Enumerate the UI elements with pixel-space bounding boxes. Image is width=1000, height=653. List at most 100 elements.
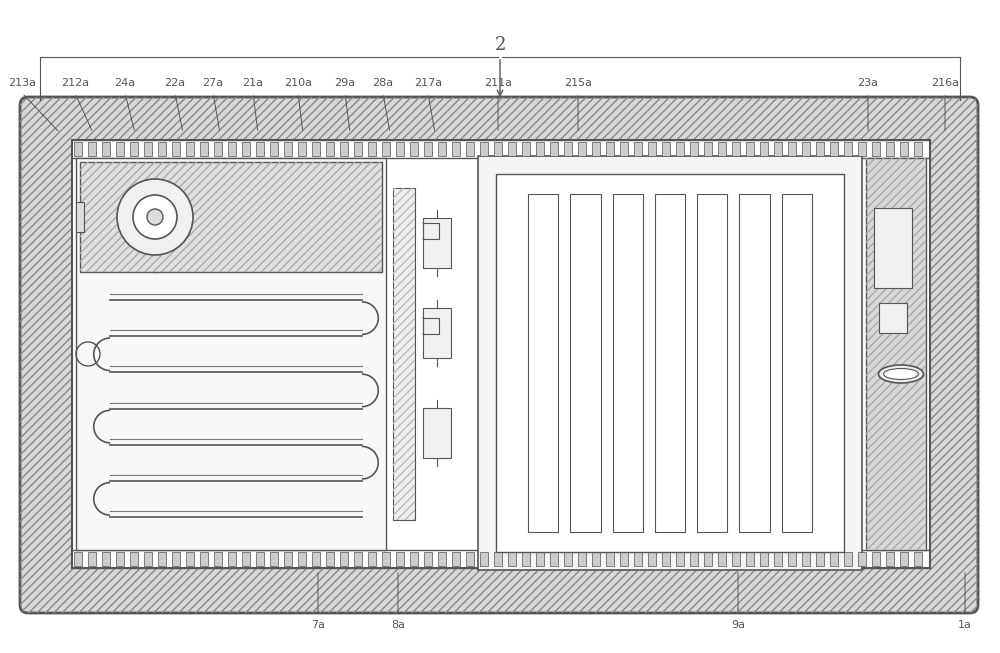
Bar <box>550 552 558 566</box>
Bar <box>866 158 926 550</box>
Bar <box>788 142 796 156</box>
Bar <box>690 552 698 566</box>
Bar <box>172 142 180 156</box>
Bar <box>592 142 600 156</box>
Bar <box>782 194 812 532</box>
Ellipse shape <box>879 365 924 383</box>
Bar <box>214 552 222 566</box>
Bar <box>466 142 474 156</box>
Bar <box>354 552 362 566</box>
Bar <box>80 162 382 272</box>
Bar <box>746 552 754 566</box>
Text: 8a: 8a <box>391 620 405 630</box>
Bar <box>298 552 306 566</box>
Bar <box>298 142 306 156</box>
Bar <box>522 142 530 156</box>
Text: 28a: 28a <box>372 78 394 88</box>
Bar <box>242 552 250 566</box>
Bar <box>522 552 530 566</box>
Bar <box>368 142 376 156</box>
Bar <box>382 552 390 566</box>
Bar <box>830 552 838 566</box>
Bar <box>452 552 460 566</box>
Bar <box>494 552 502 566</box>
Bar <box>802 142 810 156</box>
Bar <box>760 142 768 156</box>
Bar <box>866 158 926 550</box>
Text: 24a: 24a <box>114 78 136 88</box>
Bar <box>410 552 418 566</box>
Bar <box>536 142 544 156</box>
Text: 27a: 27a <box>202 78 224 88</box>
Bar <box>326 142 334 156</box>
Bar <box>158 142 166 156</box>
Bar <box>284 552 292 566</box>
Text: 217a: 217a <box>414 78 442 88</box>
Bar <box>858 552 866 566</box>
Bar <box>480 142 488 156</box>
Bar <box>528 194 558 532</box>
Bar <box>228 142 236 156</box>
Bar <box>340 552 348 566</box>
Bar <box>634 552 642 566</box>
Bar <box>788 552 796 566</box>
Bar <box>564 552 572 566</box>
Bar <box>655 194 685 532</box>
Bar <box>508 552 516 566</box>
Bar <box>634 142 642 156</box>
Bar <box>452 142 460 156</box>
Bar <box>739 194 770 532</box>
Bar <box>704 142 712 156</box>
Text: 1a: 1a <box>958 620 972 630</box>
Bar <box>116 142 124 156</box>
Bar <box>718 552 726 566</box>
Bar <box>900 142 908 156</box>
Bar <box>312 552 320 566</box>
Text: 23a: 23a <box>858 78 879 88</box>
Bar <box>424 142 432 156</box>
Bar <box>393 188 415 520</box>
Bar <box>410 142 418 156</box>
Bar <box>72 140 930 568</box>
Bar <box>874 208 912 288</box>
Ellipse shape <box>884 368 918 379</box>
Bar <box>200 552 208 566</box>
Bar <box>886 552 894 566</box>
Text: 21a: 21a <box>242 78 264 88</box>
Bar <box>256 552 264 566</box>
Bar <box>396 142 404 156</box>
Bar <box>844 142 852 156</box>
Bar <box>746 142 754 156</box>
Bar <box>423 318 439 334</box>
Bar <box>116 552 124 566</box>
Bar <box>816 552 824 566</box>
Bar <box>326 552 334 566</box>
Bar <box>80 162 382 272</box>
Bar <box>214 142 222 156</box>
Bar <box>438 552 446 566</box>
Text: 216a: 216a <box>931 78 959 88</box>
Bar <box>914 552 922 566</box>
Bar <box>158 552 166 566</box>
Bar <box>879 303 907 333</box>
Bar <box>74 142 82 156</box>
Text: 2: 2 <box>494 36 506 54</box>
Bar <box>480 552 488 566</box>
Bar <box>382 142 390 156</box>
Bar <box>774 142 782 156</box>
Circle shape <box>147 209 163 225</box>
Bar <box>718 142 726 156</box>
Bar <box>648 552 656 566</box>
Bar <box>88 142 96 156</box>
Bar <box>858 142 866 156</box>
Bar <box>662 142 670 156</box>
Text: 7a: 7a <box>311 620 325 630</box>
Bar <box>76 158 386 550</box>
Bar <box>496 174 844 552</box>
Bar <box>438 142 446 156</box>
Bar <box>620 142 628 156</box>
Bar <box>676 142 684 156</box>
Bar <box>424 552 432 566</box>
Bar <box>312 142 320 156</box>
Bar <box>102 142 110 156</box>
